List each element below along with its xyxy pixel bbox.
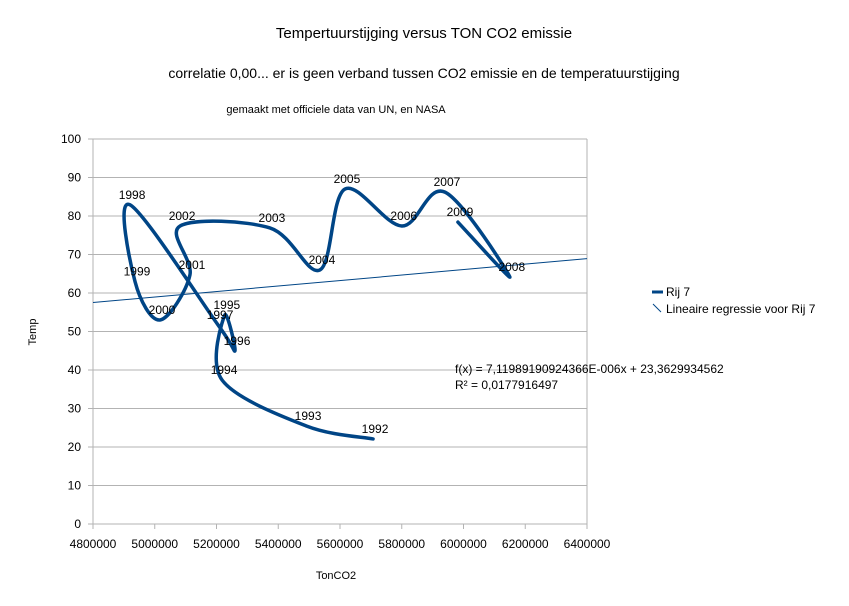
x-tick-labels: 4800000 5000000 5200000 5400000 5600000 58000… — [70, 537, 611, 551]
x-tick-label: 5400000 — [255, 537, 302, 551]
point-label-1999: 1999 — [124, 264, 151, 278]
point-label-1997: 1997 — [207, 308, 234, 322]
x-tick-label: 6200000 — [502, 537, 549, 551]
chart-note: gemaakt met officiele data van UN, en NA… — [226, 104, 446, 116]
point-label-2006: 2006 — [390, 209, 417, 223]
point-label-1992: 1992 — [362, 422, 389, 436]
y-tick-label: 30 — [68, 402, 82, 416]
x-tick-label: 6400000 — [564, 537, 611, 551]
y-tick-label: 40 — [68, 363, 82, 377]
x-axis-label: TonCO2 — [316, 570, 356, 582]
point-label-1996: 1996 — [224, 334, 251, 348]
y-tick-label: 50 — [68, 325, 82, 339]
point-label-2005: 2005 — [334, 172, 361, 186]
y-tick-label: 10 — [68, 479, 82, 493]
chart-title: Tempertuurstijging versus TON CO2 emissi… — [276, 25, 572, 42]
y-tick-label: 80 — [68, 209, 82, 223]
x-tick-label: 5800000 — [378, 537, 425, 551]
legend-label-rij-7: Rij 7 — [666, 285, 690, 299]
point-label-2001: 2001 — [179, 258, 206, 272]
point-label-1993: 1993 — [295, 409, 322, 423]
chart-subtitle: correlatie 0,00... er is geen verband tu… — [168, 65, 679, 81]
x-tick-label: 6000000 — [440, 537, 487, 551]
y-tick-labels: 0 10 20 30 40 50 60 70 80 90 100 — [61, 132, 81, 531]
x-tick-label: 5600000 — [317, 537, 364, 551]
y-tick-label: 60 — [68, 286, 82, 300]
legend-label-regression: Lineaire regressie voor Rij 7 — [666, 302, 816, 316]
series-line-rij-7 — [124, 188, 510, 439]
regression-equation: f(x) = 7,11989190924366E-006x + 23,36299… — [455, 362, 724, 376]
legend-swatch-regression — [653, 304, 661, 312]
point-label-2002: 2002 — [169, 209, 196, 223]
point-label-2000: 2000 — [149, 303, 176, 317]
y-tick-label: 20 — [68, 440, 82, 454]
legend: Rij 7 Lineaire regressie voor Rij 7 — [652, 285, 816, 316]
y-tick-label: 90 — [68, 171, 82, 185]
y-tick-label: 0 — [74, 517, 81, 531]
point-labels: 1992199319941995199619971998199920002001… — [119, 172, 526, 439]
point-label-1994: 1994 — [211, 363, 238, 377]
y-axis-label: Temp — [27, 319, 39, 346]
point-label-1998: 1998 — [119, 188, 146, 202]
point-label-2009: 2009 — [447, 205, 474, 219]
x-tick-label: 4800000 — [70, 537, 117, 551]
y-tick-label: 100 — [61, 132, 81, 146]
point-label-2008: 2008 — [498, 260, 525, 274]
x-tick-label: 5200000 — [193, 537, 240, 551]
y-tick-label: 70 — [68, 248, 82, 262]
point-label-2003: 2003 — [259, 211, 286, 225]
regression-r2: R² = 0,0177916497 — [455, 378, 558, 392]
point-label-2004: 2004 — [309, 253, 336, 267]
x-tick-label: 5000000 — [131, 537, 178, 551]
point-label-2007: 2007 — [434, 175, 461, 189]
